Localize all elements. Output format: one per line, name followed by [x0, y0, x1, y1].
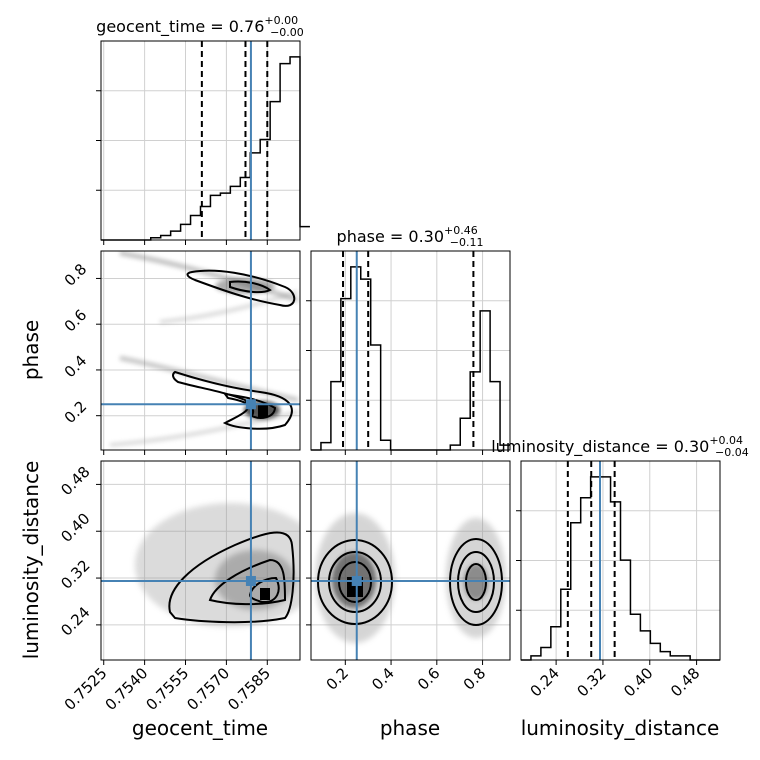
y-tick-label: 0.24 — [57, 603, 93, 639]
truth-marker — [245, 399, 256, 410]
x-tick-label: 0.32 — [573, 664, 609, 700]
y-tick-label: 0.32 — [57, 556, 93, 592]
x-tick-label: 0.7570 — [183, 664, 233, 714]
scatter-band-middle — [159, 290, 299, 324]
x-tick-label: 0.2 — [323, 664, 353, 694]
x-tick-label: 0.48 — [667, 664, 703, 700]
contour-upper-outer — [186, 269, 296, 307]
y-tick-label: 0.2 — [61, 397, 91, 427]
density-time-distance — [135, 503, 300, 627]
x-tick-label: 0.7540 — [102, 664, 152, 714]
contour-inner — [248, 576, 280, 604]
xlabel-geocent-time: geocent_time — [132, 716, 268, 740]
scatter-band-upper — [119, 251, 299, 303]
density-phase-distance — [315, 513, 506, 643]
contour-right-outer — [449, 538, 503, 626]
truth-marker — [245, 575, 256, 586]
density-peak — [260, 588, 270, 600]
density-time-phase — [109, 251, 299, 447]
density-peak — [258, 405, 268, 417]
scatter-band-bottom — [109, 410, 299, 447]
axes-frame — [100, 460, 301, 661]
title-phase: phase = 0.30+0.46 −0.11 — [337, 224, 484, 249]
histogram-step — [101, 56, 310, 241]
contour-lower-outer — [172, 370, 293, 430]
xlabel-luminosity-distance: luminosity_distance — [521, 716, 720, 740]
x-tick-label: 0.4 — [368, 664, 398, 694]
ylabel-luminosity-distance: luminosity_distance — [19, 461, 43, 660]
x-tick-label: 0.7555 — [142, 664, 192, 714]
x-tick-label: 0.40 — [620, 664, 656, 700]
title-geocent-time: geocent_time = 0.76+0.00 −0.00 — [96, 14, 304, 39]
y-tick-label: 0.40 — [57, 510, 93, 546]
y-tick-label: 0.8 — [61, 260, 91, 290]
x-tick-label: 0.7585 — [224, 664, 274, 714]
contour-left-outer — [317, 539, 393, 625]
x-tick-label: 0.24 — [527, 664, 563, 700]
truth-marker — [351, 575, 362, 586]
axes-frame — [100, 250, 301, 451]
histogram-step — [311, 266, 510, 451]
contour-upper-inner — [229, 280, 272, 294]
contour-mid — [208, 558, 287, 606]
y-tick-label: 0.6 — [61, 306, 91, 336]
contour-left-inner — [338, 561, 372, 603]
x-tick-label: 0.6 — [414, 664, 444, 694]
ylabel-phase: phase — [19, 320, 43, 380]
axes-frame — [310, 460, 511, 661]
y-tick-label: 0.48 — [57, 463, 93, 499]
contour-right-inner — [465, 563, 487, 601]
density-fill-right — [464, 564, 488, 600]
contour-outer — [168, 531, 295, 624]
contour-left-mid — [328, 551, 382, 613]
x-tick-label: 0.8 — [460, 664, 490, 694]
histogram-step — [521, 476, 720, 661]
title-luminosity-distance: luminosity_distance = 0.30+0.04 −0.04 — [491, 434, 749, 459]
y-tick-label: 0.4 — [61, 352, 91, 382]
contour-right-mid — [457, 551, 495, 613]
x-tick-label: 0.7525 — [61, 664, 111, 714]
xlabel-phase: phase — [380, 716, 440, 740]
